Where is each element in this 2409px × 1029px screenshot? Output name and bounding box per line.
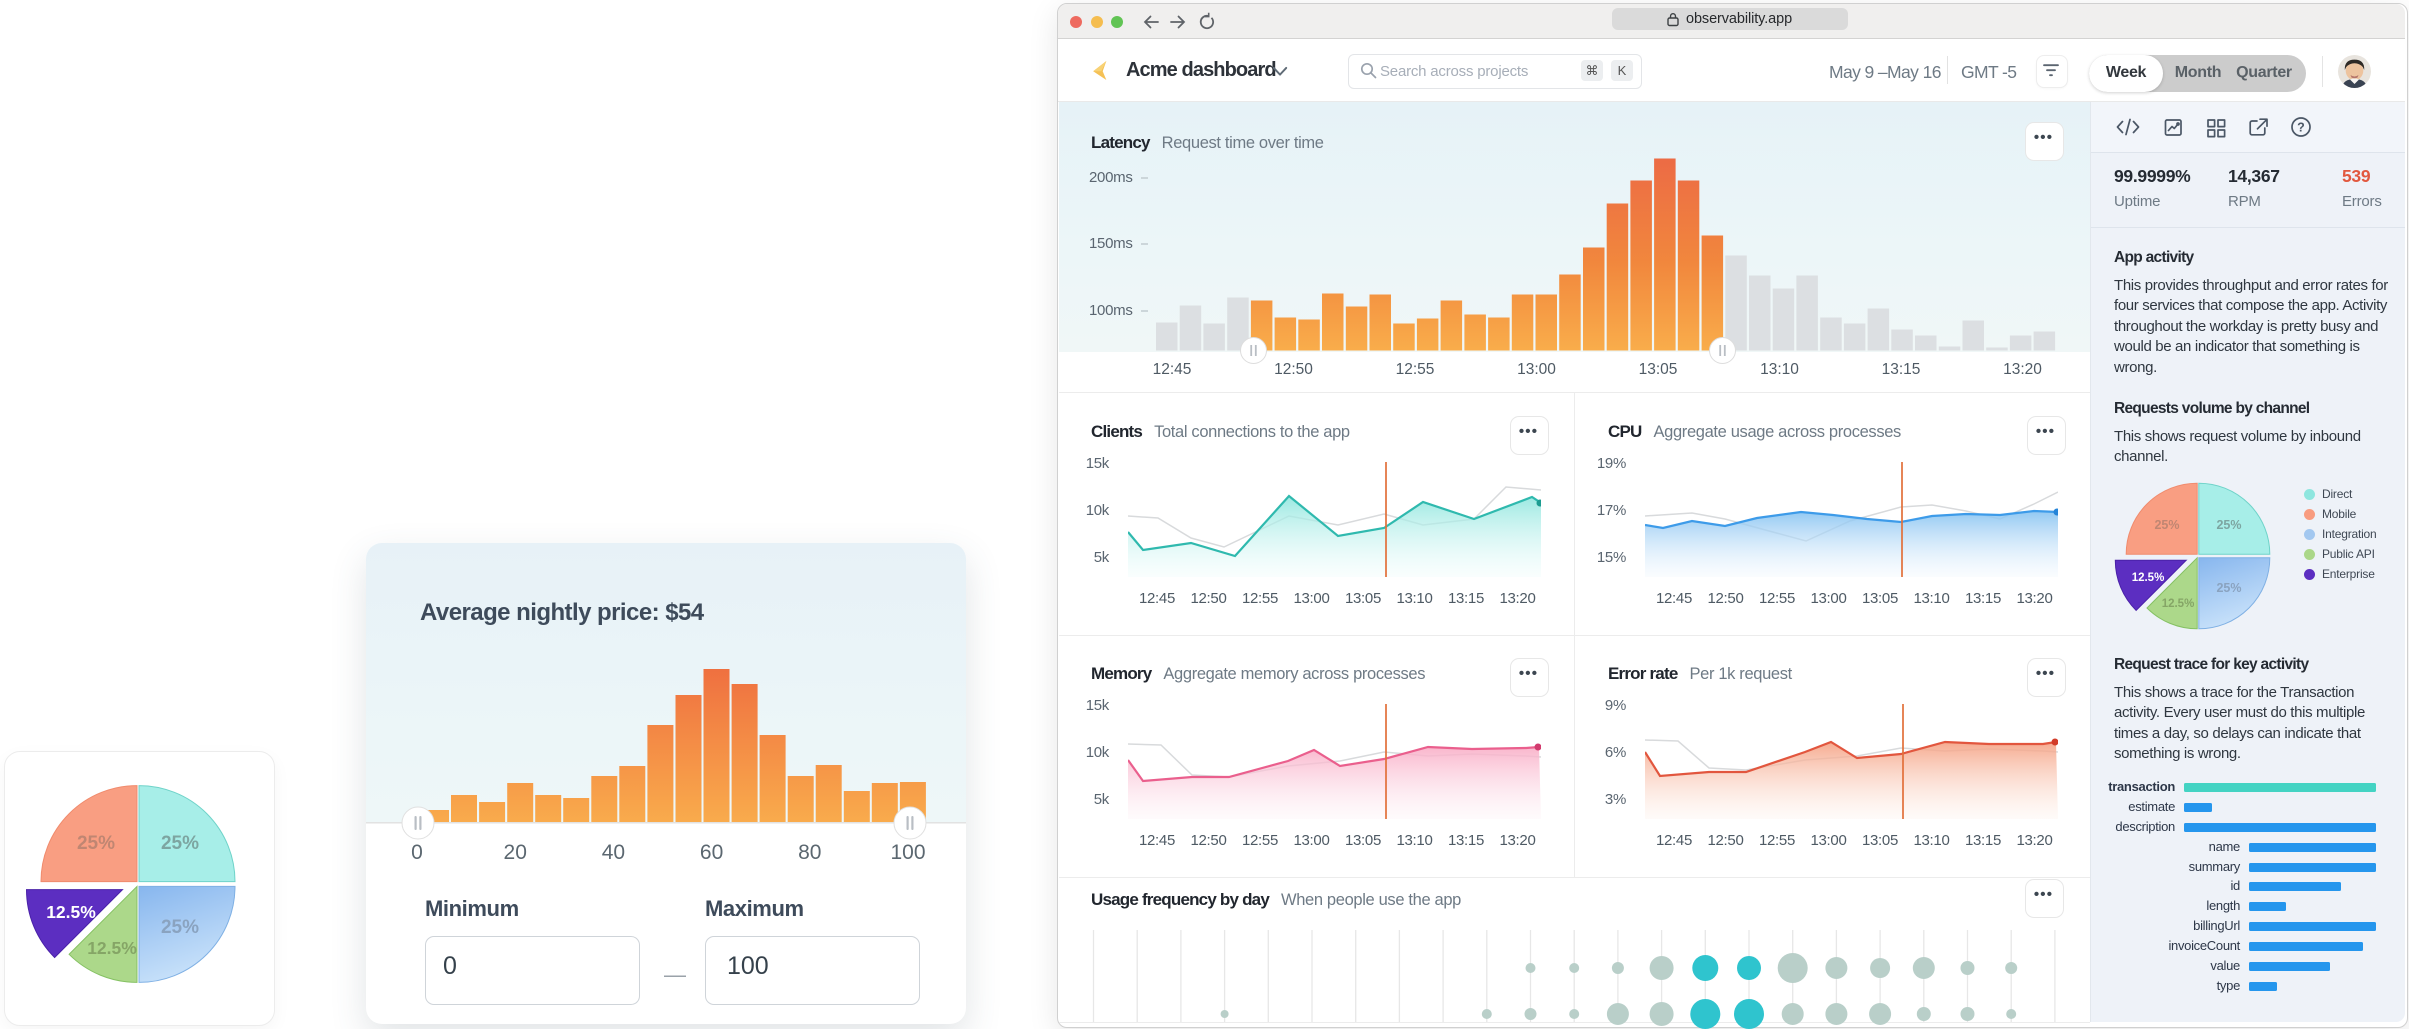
svg-text:40: 40 xyxy=(602,841,625,864)
svg-text:25%: 25% xyxy=(2154,518,2179,532)
svg-text:25%: 25% xyxy=(2216,518,2241,532)
svg-text:12.5%: 12.5% xyxy=(87,938,137,958)
svg-text:25%: 25% xyxy=(161,833,199,854)
svg-text:100: 100 xyxy=(890,841,925,864)
svg-text:0: 0 xyxy=(411,841,423,864)
svg-text:25%: 25% xyxy=(2216,581,2241,595)
svg-text:?: ? xyxy=(2297,121,2305,135)
svg-text:12.5%: 12.5% xyxy=(46,902,96,922)
svg-text:12.5%: 12.5% xyxy=(2132,572,2165,584)
svg-text:25%: 25% xyxy=(161,917,199,938)
svg-text:20: 20 xyxy=(504,841,527,864)
svg-text:80: 80 xyxy=(798,841,821,864)
svg-text:12.5%: 12.5% xyxy=(2162,598,2195,610)
svg-text:25%: 25% xyxy=(77,833,115,854)
svg-text:60: 60 xyxy=(700,841,723,864)
